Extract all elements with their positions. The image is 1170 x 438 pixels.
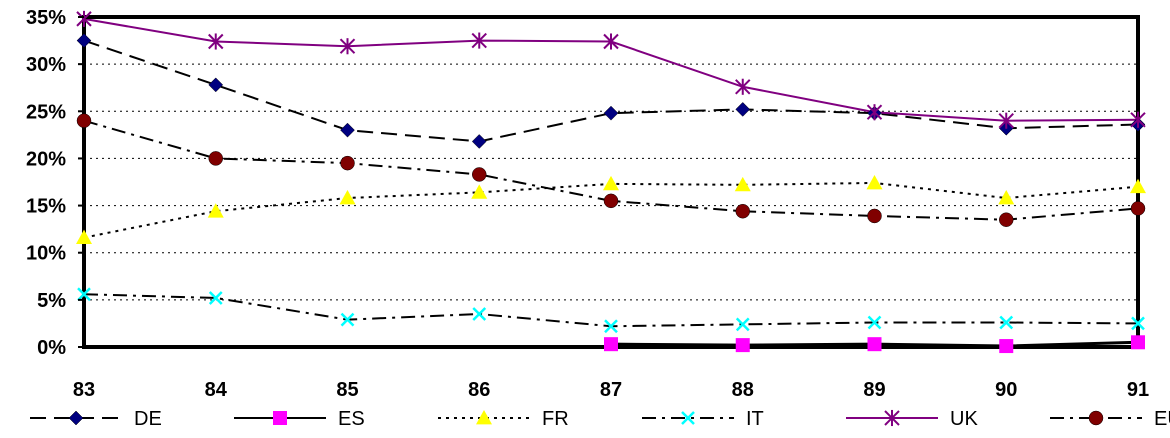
data-point-marker <box>76 113 92 128</box>
data-point-marker <box>68 410 84 426</box>
series-line-de <box>83 39 1139 143</box>
gridlines <box>84 63 1138 301</box>
y-tick-label: 20% <box>26 148 66 170</box>
data-point-marker <box>998 112 1014 129</box>
x-tick-label: 90 <box>995 379 1017 401</box>
data-point-marker <box>472 307 487 321</box>
data-point-marker <box>340 312 355 327</box>
data-point-marker <box>1130 201 1146 216</box>
data-point-marker <box>735 102 751 117</box>
data-point-marker <box>998 190 1015 205</box>
data-point-marker <box>208 151 223 166</box>
data-point-marker <box>471 184 488 199</box>
data-point-marker <box>472 167 487 182</box>
marker-stroke <box>77 287 91 302</box>
data-point-marker <box>77 287 91 302</box>
data-point-marker <box>867 208 882 224</box>
data-point-marker <box>603 193 619 209</box>
legend: DE ES FR IT UK EU <box>30 408 1170 430</box>
marker-stroke <box>604 319 618 334</box>
legend-item-uk: UK <box>846 408 978 430</box>
data-point-marker <box>76 229 92 245</box>
data-point-marker <box>208 33 224 50</box>
data-point-marker <box>867 337 882 352</box>
x-tick-label: 86 <box>468 379 490 401</box>
data-point-marker <box>735 203 750 219</box>
legend-item-it: IT <box>642 408 764 430</box>
legend-label: UK <box>950 408 978 430</box>
data-point-marker <box>476 410 492 425</box>
legend-item-fr: FR <box>438 408 569 430</box>
marker-stroke <box>1131 316 1145 331</box>
marker-stroke <box>208 291 223 305</box>
marker-stroke <box>340 312 355 327</box>
legend-label: IT <box>746 408 764 430</box>
data-point-marker <box>735 78 751 95</box>
data-point-marker <box>734 176 751 192</box>
y-tick-label: 15% <box>26 196 66 218</box>
x-tick-label: 87 <box>600 379 622 401</box>
x-tick-label: 83 <box>73 379 95 401</box>
data-point-marker <box>76 10 92 27</box>
legend-label: DE <box>134 408 162 430</box>
data-point-marker <box>76 33 92 48</box>
data-point-marker <box>1130 178 1146 194</box>
data-point-marker <box>681 411 695 425</box>
data-point-marker <box>207 203 224 218</box>
marker-stroke <box>999 315 1014 330</box>
data-point-marker <box>339 38 356 55</box>
data-point-marker <box>867 315 882 330</box>
data-point-marker <box>340 122 355 138</box>
marker-stroke <box>735 317 750 332</box>
marker-stroke <box>681 411 695 425</box>
axis-labels: 0% 5% 10% 15% 20% 25% 30% 35% 83 84 85 86 87 88 89 90 91 <box>26 7 1149 401</box>
data-point-marker <box>1130 111 1146 128</box>
data-point-marker <box>735 317 750 332</box>
y-tick-label: 35% <box>26 7 66 29</box>
x-tick-label: 84 <box>205 379 228 401</box>
data-point-marker <box>604 319 618 334</box>
data-point-marker <box>471 134 487 149</box>
marker-stroke <box>867 315 882 330</box>
y-tick-label: 0% <box>37 337 66 359</box>
data-point-marker <box>999 339 1014 354</box>
data-point-marker <box>884 409 900 427</box>
data-point-marker <box>603 105 619 121</box>
legend-label: ES <box>338 408 365 430</box>
legend-item-de: DE <box>30 408 162 430</box>
x-tick-label: 91 <box>1127 379 1149 401</box>
data-point-marker <box>208 77 224 93</box>
legend-item-es: ES <box>234 408 365 430</box>
data-point-marker <box>208 291 223 305</box>
data-point-marker <box>471 32 487 49</box>
data-point-marker <box>603 175 619 191</box>
data-point-marker <box>999 315 1014 330</box>
data-point-marker <box>604 337 618 352</box>
legend-item-eu: EU <box>1050 408 1170 430</box>
x-tick-label: 85 <box>336 379 358 401</box>
y-tick-label: 5% <box>37 290 66 312</box>
series-markers <box>76 10 1146 354</box>
legend-label: FR <box>542 408 569 430</box>
marker-stroke <box>472 307 487 321</box>
x-tick-label: 89 <box>863 379 885 401</box>
data-point-marker <box>603 33 619 50</box>
data-point-marker <box>273 411 287 425</box>
y-tick-label: 30% <box>26 54 66 76</box>
y-tick-label: 10% <box>26 243 66 265</box>
x-tick-label: 88 <box>732 379 754 401</box>
y-tick-label: 25% <box>26 101 66 123</box>
legend-label: EU <box>1154 408 1170 430</box>
data-point-marker <box>999 212 1014 227</box>
data-point-marker <box>339 190 356 205</box>
data-point-marker <box>1088 410 1104 426</box>
data-point-marker <box>1131 335 1145 350</box>
data-point-marker <box>340 155 355 171</box>
data-point-marker <box>866 104 883 121</box>
data-point-marker <box>735 338 750 353</box>
data-point-marker <box>1131 316 1145 331</box>
data-point-marker <box>866 174 883 190</box>
